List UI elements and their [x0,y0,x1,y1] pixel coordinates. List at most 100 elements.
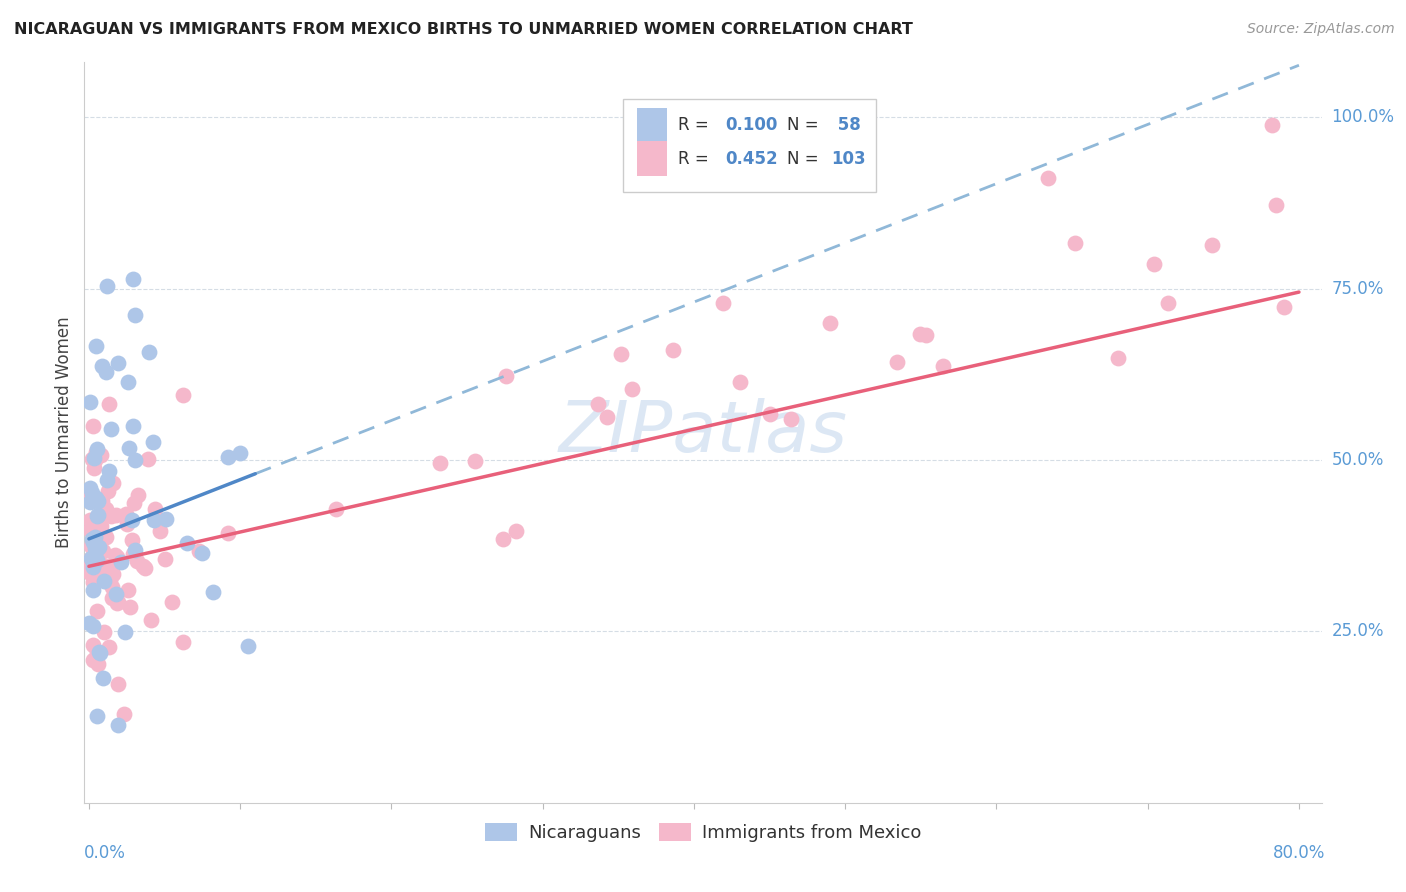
Point [463,454,485,468]
Point [588,396,610,410]
Point [759,407,782,421]
Point [595,410,617,425]
Text: 25.0%: 25.0% [1331,623,1384,640]
Point [79,513,101,527]
Point [107,676,129,690]
Point [83,530,105,544]
Point [97,464,120,478]
Text: R =: R = [678,116,714,135]
Point [87,645,110,659]
Point [96,558,118,573]
Point [107,594,129,608]
Point [101,567,124,582]
Point [91,493,114,508]
Point [139,613,162,627]
Point [117,516,139,531]
Text: 75.0%: 75.0% [1331,280,1384,298]
Point [886,354,908,368]
Point [107,356,129,370]
Point [77,616,100,631]
Point [495,368,517,383]
Point [155,512,177,526]
Point [143,501,166,516]
Point [429,456,451,470]
Point [153,551,176,566]
Point [97,574,120,589]
Point [101,476,124,491]
Text: 0.452: 0.452 [725,150,778,168]
Text: N =: N = [787,150,824,168]
Point [79,481,101,495]
Point [149,524,172,538]
Point [1272,300,1295,314]
Point [86,645,108,659]
Point [79,524,101,538]
FancyBboxPatch shape [637,141,666,176]
Point [121,533,143,547]
Point [1201,238,1223,252]
Legend: Nicaraguans, Immigrants from Mexico: Nicaraguans, Immigrants from Mexico [477,816,929,849]
Point [136,451,159,466]
Point [505,524,527,538]
Point [107,717,129,731]
Point [80,539,103,553]
Point [118,442,141,456]
Text: 50.0%: 50.0% [1331,451,1384,469]
Point [87,573,110,587]
Point [121,513,143,527]
Point [97,640,120,654]
Text: 0.100: 0.100 [725,116,778,135]
Point [217,450,239,465]
Point [127,488,149,502]
Point [96,571,118,585]
Point [86,442,108,456]
Point [93,574,115,588]
Point [117,375,139,389]
Point [100,559,122,574]
Point [79,494,101,508]
Point [82,638,104,652]
Point [1064,236,1087,251]
Point [125,554,148,568]
Point [87,657,110,671]
Point [80,485,103,500]
Point [91,359,114,373]
Point [236,639,259,653]
Point [124,308,146,322]
Point [105,587,128,601]
Point [172,387,194,401]
Point [79,551,101,566]
Point [101,580,124,594]
Point [138,345,160,359]
Point [104,548,127,562]
Point [728,375,751,389]
Text: 103: 103 [832,150,866,168]
Text: 58: 58 [832,116,860,135]
Point [201,585,224,599]
Point [122,419,145,434]
Point [610,347,633,361]
Text: ZIPatlas: ZIPatlas [558,398,848,467]
Point [79,566,101,581]
Point [780,412,803,426]
Point [176,535,198,549]
Point [100,421,122,435]
Point [121,271,143,285]
Point [112,706,135,721]
Point [104,508,127,523]
Point [122,496,145,510]
Point [84,491,107,506]
Point [82,559,104,574]
Point [91,544,114,558]
Point [117,582,139,597]
Point [1036,171,1059,186]
Point [83,452,105,467]
Point [914,327,936,342]
Point [90,518,112,533]
Point [83,461,105,475]
Point [711,296,734,310]
Point [94,531,117,545]
Point [94,561,117,575]
Point [82,583,104,598]
Point [93,624,115,639]
